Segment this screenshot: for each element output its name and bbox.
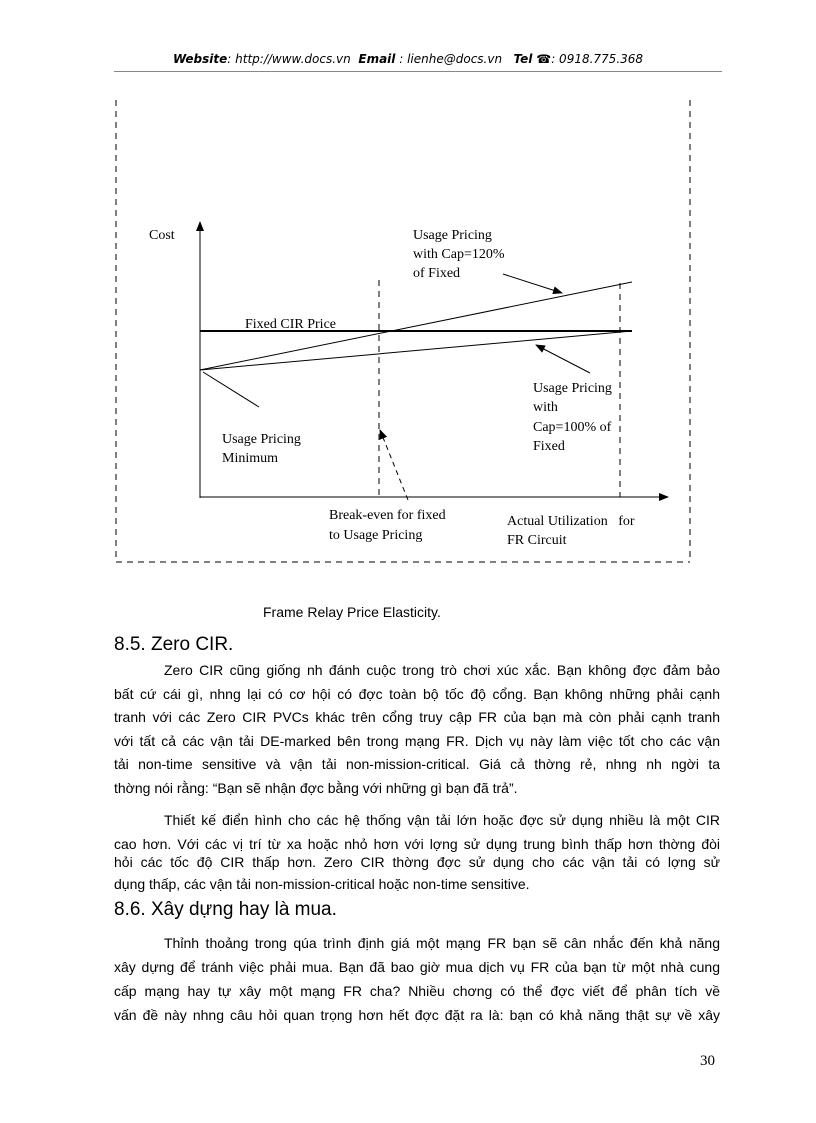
page-header: Website: http://www.docs.vn Email : lien… xyxy=(0,52,816,66)
cap120-label: with Cap=120% xyxy=(413,247,505,262)
email-address[interactable]: : lienhe@docs.vn xyxy=(399,52,503,66)
cap100-label: Usage Pricing xyxy=(533,381,612,396)
website-label: Website xyxy=(172,52,228,66)
paragraph-line: cấp mạng hay tự xây một mạng FR cha? Nhi… xyxy=(114,983,720,999)
cap100-pointer xyxy=(535,344,591,374)
tel-number: : 0918.775.368 xyxy=(551,52,644,66)
breakeven-label: Break-even for fixed xyxy=(329,508,446,523)
breakeven-pointer xyxy=(379,429,409,501)
paragraph-line: Thiết kế điển hình cho các hệ thống vận … xyxy=(164,812,720,828)
paragraph-line: với tất cả các vận tải DE-marked bên tro… xyxy=(114,733,720,749)
figure-border xyxy=(115,100,691,563)
header-rule xyxy=(114,71,722,72)
phone-icon: ☎ xyxy=(536,52,552,66)
paragraph-line: Zero CIR cũng giống nh đánh cuộc trong t… xyxy=(164,662,720,678)
minimum-pointer xyxy=(202,371,260,408)
cap120-label: Usage Pricing xyxy=(413,228,492,243)
section-heading: 8.6. Xây dựng hay là mua. xyxy=(114,899,337,920)
cap120-label: of Fixed xyxy=(413,266,460,281)
paragraph-line: hỏi các tốc độ CIR thấp hơn. Zero CIR th… xyxy=(114,854,720,870)
breakeven-label: to Usage Pricing xyxy=(329,528,422,543)
paragraph-line: vấn đề này nhng câu hỏi quan trọng hơn h… xyxy=(114,1007,720,1023)
paragraph-line: cao hơn. Với các vị trí từ xa hoặc nhỏ h… xyxy=(114,836,720,852)
page-number: 30 xyxy=(700,1053,715,1069)
cap100-line xyxy=(199,330,633,371)
cap100-label: Fixed xyxy=(533,439,565,454)
email-label: Email xyxy=(358,52,396,66)
cap100-label: with xyxy=(533,400,558,415)
paragraph-line: thờng nói rằng: “Bạn sẽ nhận đợc bằng vớ… xyxy=(114,780,518,796)
section-heading: 8.5. Zero CIR. xyxy=(114,634,234,655)
price-elasticity-diagram: Cost Fixed CIR Price Usage Pricing with … xyxy=(115,100,691,563)
paragraph-line: Thỉnh thoảng trong qúa trình định giá mộ… xyxy=(164,935,720,951)
cap100-label: Cap=100% of xyxy=(533,420,612,435)
fixed-cir-label: Fixed CIR Price xyxy=(245,317,336,332)
paragraph-line: xây dựng để tránh việc phải mua. Bạn đã … xyxy=(114,959,720,975)
paragraph-line: bất cứ cái gì, nhng lại có cơ hội có đợc… xyxy=(114,686,720,702)
paragraph-line: dụng thấp, các vận tải non-mission-criti… xyxy=(114,876,530,892)
paragraph-line: tải non-time sensitive và vận tải non-mi… xyxy=(114,756,720,772)
figure-caption: Frame Relay Price Elasticity. xyxy=(263,604,441,620)
minimum-label: Minimum xyxy=(222,451,278,466)
x-axis-label: Actual Utilization for xyxy=(507,514,635,529)
paragraph-line: tranh với các Zero CIR PVCs khác trên cổ… xyxy=(114,709,720,725)
cap120-line xyxy=(199,281,633,371)
cap120-pointer xyxy=(502,273,563,295)
x-axis-label: FR Circuit xyxy=(507,533,567,548)
y-axis-label: Cost xyxy=(149,228,175,243)
minimum-label: Usage Pricing xyxy=(222,432,301,447)
tel-label: Tel xyxy=(513,52,533,66)
website-url[interactable]: : http://www.docs.vn xyxy=(227,52,351,66)
